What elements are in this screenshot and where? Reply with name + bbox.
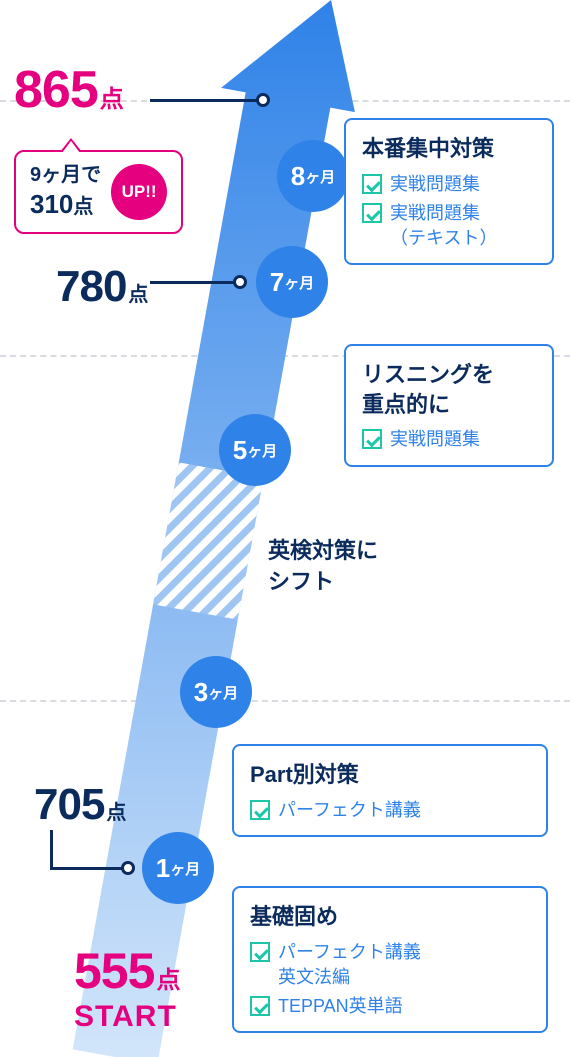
phase-title: 本番集中対策 bbox=[362, 134, 536, 164]
check-icon bbox=[250, 996, 270, 1016]
month-unit: ヶ月 bbox=[284, 272, 314, 293]
score-705: 705点 bbox=[34, 780, 126, 830]
month-marker-1: 1ヶ月 bbox=[142, 832, 214, 904]
month-number: 7 bbox=[270, 267, 283, 298]
score-value: 780 bbox=[56, 262, 126, 311]
check-icon bbox=[250, 800, 270, 820]
shift-label: 英検対策にシフト bbox=[268, 536, 378, 598]
check-icon bbox=[362, 429, 382, 449]
score-unit: 点 bbox=[106, 802, 126, 824]
score-780: 780点 bbox=[56, 262, 148, 312]
phase-item-text: 実戦問題集（テキスト） bbox=[390, 201, 536, 251]
phase-item: パーフェクト講義 bbox=[250, 798, 530, 823]
score-gain-bubble: 9ヶ月で 310点 UP!! bbox=[14, 150, 183, 234]
month-number: 5 bbox=[233, 435, 246, 466]
phase-item-text: TEPPAN英単語 bbox=[278, 994, 530, 1019]
phase-title: 基礎固め bbox=[250, 902, 530, 932]
phase-item: 実戦問題集 bbox=[362, 172, 536, 197]
phase-item-text: パーフェクト講義英文法編 bbox=[278, 940, 530, 990]
month-unit: ヶ月 bbox=[247, 440, 277, 461]
phase-item: パーフェクト講義英文法編 bbox=[250, 940, 530, 990]
study-phase-box: Part別対策 パーフェクト講義 bbox=[232, 744, 548, 837]
phase-title: リスニングを重点的に bbox=[362, 360, 536, 419]
month-number: 8 bbox=[291, 161, 304, 192]
phase-item-text: パーフェクト講義 bbox=[278, 798, 530, 823]
month-marker-5: 5ヶ月 bbox=[219, 414, 291, 486]
score-unit: 点 bbox=[100, 86, 124, 113]
shift-line2: シフト bbox=[268, 567, 378, 598]
month-number: 3 bbox=[194, 677, 207, 708]
month-marker-8: 8ヶ月 bbox=[277, 140, 349, 212]
phase-item: 実戦問題集 bbox=[362, 427, 536, 452]
score-start: 555点 START bbox=[74, 942, 180, 1034]
duration-label: 9ヶ月で bbox=[30, 162, 101, 188]
month-unit: ヶ月 bbox=[208, 682, 238, 703]
gain-unit: 点 bbox=[73, 196, 93, 218]
score-unit: 点 bbox=[128, 284, 148, 306]
check-icon bbox=[250, 942, 270, 962]
check-icon bbox=[362, 174, 382, 194]
start-label: START bbox=[74, 1000, 180, 1034]
score-value: 705 bbox=[34, 780, 104, 829]
gridline bbox=[0, 700, 570, 702]
month-number: 1 bbox=[156, 853, 169, 884]
score-value: 555 bbox=[74, 943, 154, 999]
month-unit: ヶ月 bbox=[305, 166, 335, 187]
month-unit: ヶ月 bbox=[170, 858, 200, 879]
phase-title: Part別対策 bbox=[250, 760, 530, 790]
score-unit: 点 bbox=[156, 967, 180, 994]
phase-item-text: 実戦問題集 bbox=[390, 172, 536, 197]
phase-item: TEPPAN英単語 bbox=[250, 994, 530, 1019]
up-badge: UP!! bbox=[111, 164, 167, 220]
month-marker-7: 7ヶ月 bbox=[256, 246, 328, 318]
score-final: 865点 bbox=[14, 60, 124, 120]
gain-value: 310 bbox=[30, 189, 73, 219]
check-icon bbox=[362, 203, 382, 223]
study-phase-box: 本番集中対策 実戦問題集 実戦問題集（テキスト） bbox=[344, 118, 554, 265]
month-marker-3: 3ヶ月 bbox=[180, 656, 252, 728]
phase-item: 実戦問題集（テキスト） bbox=[362, 201, 536, 251]
study-phase-box: リスニングを重点的に 実戦問題集 bbox=[344, 344, 554, 467]
score-value: 865 bbox=[14, 61, 98, 119]
phase-item-text: 実戦問題集 bbox=[390, 427, 536, 452]
study-phase-box: 基礎固め パーフェクト講義英文法編 TEPPAN英単語 bbox=[232, 886, 548, 1033]
shift-line1: 英検対策に bbox=[268, 536, 378, 567]
